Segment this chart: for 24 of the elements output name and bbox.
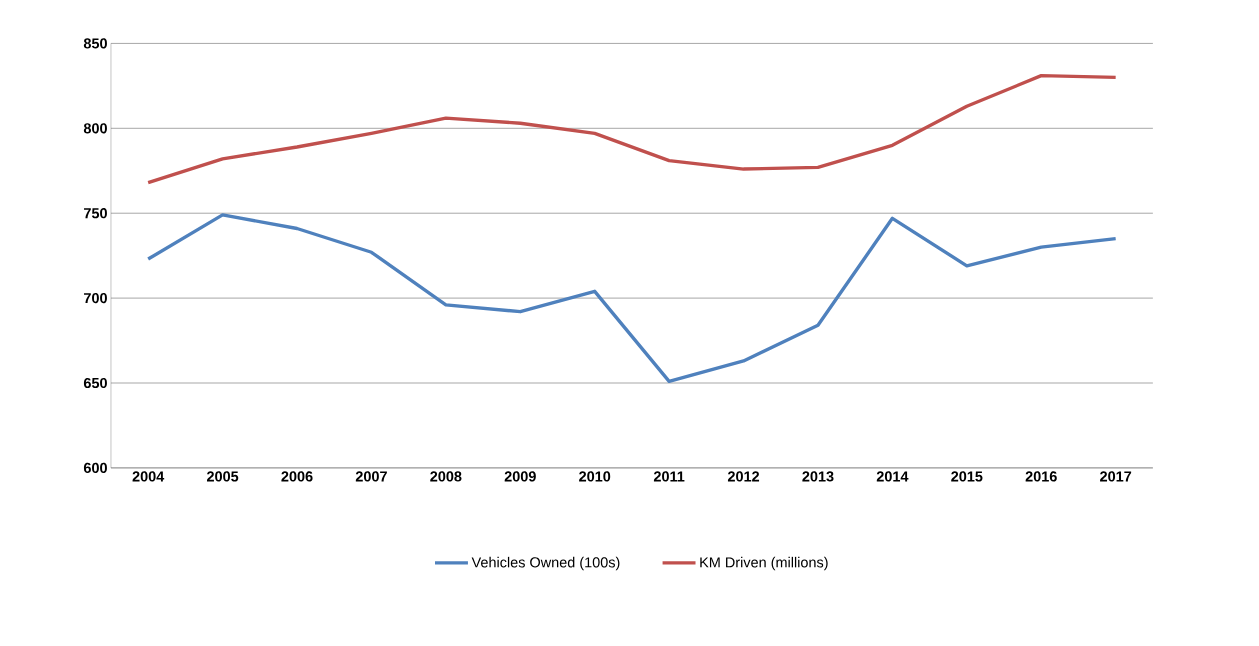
x-tick-label: 2012 <box>727 471 760 482</box>
x-tick-label: 2010 <box>579 471 611 482</box>
legend-label: KM Driven (millions) <box>700 556 828 571</box>
y-tick-label: 750 <box>84 207 107 219</box>
line-series <box>146 213 1118 383</box>
legend-label: Vehicles Owned (100s) <box>471 556 620 571</box>
y-tick-label: 700 <box>84 292 107 304</box>
y-tick-label: 800 <box>83 123 107 134</box>
x-tick-label: 2013 <box>802 471 834 482</box>
x-tick-label: 2014 <box>876 471 909 482</box>
line-series <box>146 73 1118 185</box>
x-tick-label: 2015 <box>951 471 983 482</box>
x-tick-label: 2005 <box>206 471 239 482</box>
x-tick-label: 2016 <box>1025 471 1057 482</box>
x-tick-label: 2011 <box>653 471 685 482</box>
x-tick-label: 2007 <box>355 471 387 482</box>
x-tick-label: 2009 <box>504 471 536 482</box>
y-tick-label: 850 <box>83 38 107 49</box>
y-tick-label: 600 <box>83 462 107 473</box>
x-tick-label: 2008 <box>430 471 462 482</box>
y-tick-label: 650 <box>83 377 107 388</box>
x-tick-label: 2004 <box>132 471 165 482</box>
x-tick-label: 2006 <box>281 471 313 482</box>
x-tick-label: 2017 <box>1100 471 1132 482</box>
